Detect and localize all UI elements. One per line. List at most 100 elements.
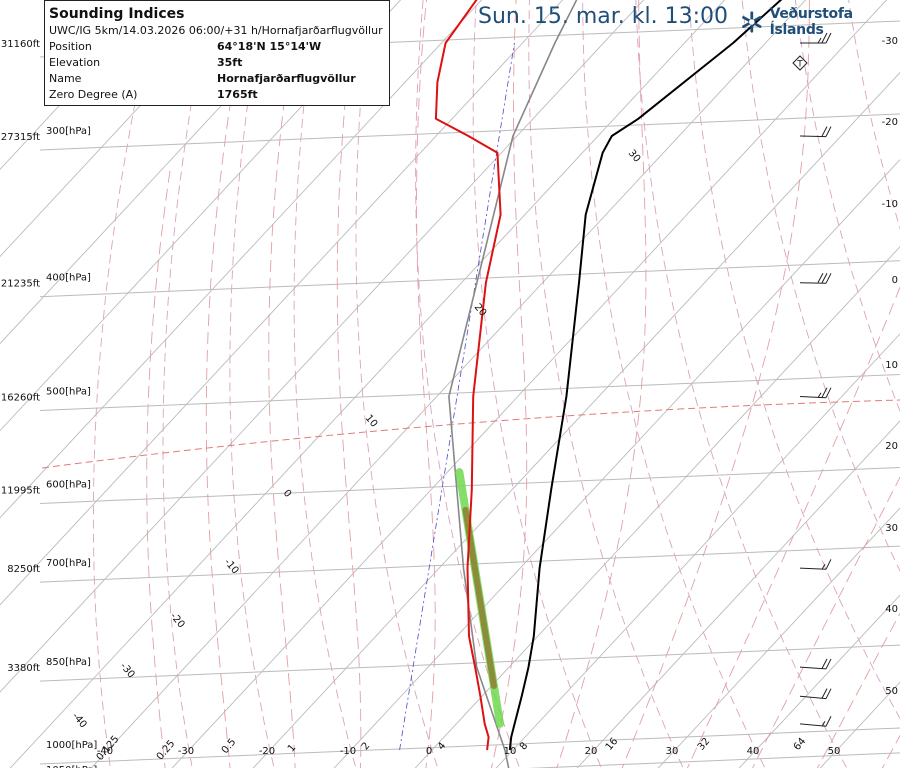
sounding-indices-title: Sounding Indices [49, 6, 185, 22]
pressure-label: 600[hPa] [46, 479, 91, 490]
wind-barb [799, 688, 832, 700]
isotherm-label: -40 [97, 746, 113, 757]
isotherm-line [495, 333, 900, 768]
isotherm-line [414, 246, 900, 768]
info-value: 35ft [217, 56, 243, 69]
info-row-name: Name Hornafjarðarflugvöllur [49, 71, 385, 87]
height-label: 3380ft [7, 663, 40, 674]
moist-adiabat-line [336, 0, 362, 768]
right-temp-label: -10 [882, 199, 898, 210]
info-value: Hornafjarðarflugvöllur [217, 72, 356, 85]
dry-adiabat-line [229, 0, 275, 768]
mixing-ratio-label: 1 [286, 742, 299, 754]
info-label: Zero Degree (A) [49, 88, 138, 101]
barb-flag [825, 126, 832, 137]
right-temp-label: 0 [892, 275, 898, 286]
dry-adiabat-line [92, 0, 158, 768]
dry-adiabat-line [162, 0, 211, 768]
mixing-ratio-label: 0.5 [220, 737, 239, 756]
barb-flag [821, 273, 828, 284]
dry-adiabat-line [472, 0, 602, 768]
zero-isotherm [41, 399, 900, 469]
moist-adiabat-line [416, 0, 436, 768]
logo-text: Veðurstofa Íslands [769, 6, 854, 38]
dry-adiabat-line [688, 0, 900, 720]
barb-half-flag [817, 392, 822, 398]
snowflake-logo-icon [742, 11, 762, 33]
vedurstofa-logo: Veðurstofa Íslands [738, 6, 900, 38]
mixing-ratio-label: 8 [518, 740, 531, 752]
wind-barb [799, 716, 832, 727]
mixing-ratio-label: 32 [696, 736, 713, 753]
forecast-date-title: Sun. 15. mar. kl. 13:00 [478, 4, 728, 29]
wind-barb [799, 559, 832, 570]
isotherm-line [657, 507, 900, 768]
barb-flag [821, 688, 828, 699]
isotherm-label: 50 [828, 746, 841, 757]
isotherm-line [90, 0, 807, 768]
moist-adiabat-lines [146, 0, 900, 768]
mixing-ratio-label: 4 [436, 740, 449, 752]
barb-flag [821, 387, 828, 398]
wind-barb [799, 387, 832, 399]
pressure-label: 1050[hPa] [46, 765, 97, 768]
moist-adiabat-line [621, 0, 810, 768]
right-temp-label: 50 [885, 686, 898, 697]
info-value: 1765ft [217, 88, 258, 101]
isotherm-label: 0 [426, 746, 432, 757]
temperature-profile [508, 0, 783, 751]
isotherm-line [576, 420, 900, 768]
right-temp-label: 40 [885, 604, 898, 615]
dewpoint-curve [434, 0, 502, 751]
parcel-profile [448, 0, 578, 768]
mixing-ratio-label: 2 [360, 740, 373, 752]
barb-flag [825, 32, 832, 44]
barb-flag [821, 126, 828, 137]
sounding-indices-box: Sounding Indices UWC/IG 5km/14.03.2026 0… [44, 0, 390, 106]
barb-half-flag [821, 564, 826, 570]
tropopause-label: T [796, 59, 803, 69]
cape-area [455, 468, 505, 728]
barb-flag [821, 658, 828, 669]
isobar-line [39, 260, 900, 298]
pressure-label: 400[hPa] [46, 273, 91, 284]
skewed-isotherm-label: 0 [281, 488, 294, 500]
moist-adiabat-line [490, 0, 528, 768]
skewed-isotherm-label: 30 [626, 148, 643, 165]
moist-adiabat-line [205, 100, 232, 768]
cape-fill [462, 506, 497, 690]
zero-isotherm-line [41, 399, 900, 469]
isotherm-label: -30 [178, 746, 194, 757]
height-label: 16260ft [1, 392, 40, 403]
barb-half-flag [817, 37, 822, 44]
moist-adiabat-line [752, 476, 900, 768]
height-label: 11995ft [1, 485, 40, 496]
info-row-position: Position 64°18'N 15°14'W [49, 39, 385, 55]
height-label: 8250ft [7, 564, 40, 575]
wind-barb [799, 273, 832, 284]
right-temp-label: 20 [885, 441, 898, 452]
moist-adiabat-line [686, 286, 900, 768]
dry-adiabat-line [741, 0, 900, 573]
dry-adiabat-lines [92, 0, 900, 768]
barb-shaft [799, 695, 827, 700]
info-value: 64°18'N 15°14'W [217, 40, 322, 53]
pressure-label: 700[hPa] [46, 558, 91, 569]
dry-adiabat-line [582, 0, 766, 768]
barb-shaft [799, 395, 827, 399]
dry-adiabat-line [293, 0, 357, 768]
temperature-curve [508, 0, 783, 751]
height-label: 21235ft [1, 279, 40, 290]
moist-adiabat-line [816, 612, 900, 768]
isotherm-line [333, 159, 900, 768]
barb-shaft [799, 282, 827, 284]
isobar-line [526, 752, 900, 768]
info-row-elevation: Elevation 35ft [49, 55, 385, 71]
barb-flag [825, 716, 832, 727]
isotherm-label: 10 [504, 746, 517, 757]
isobar-line [39, 727, 900, 765]
